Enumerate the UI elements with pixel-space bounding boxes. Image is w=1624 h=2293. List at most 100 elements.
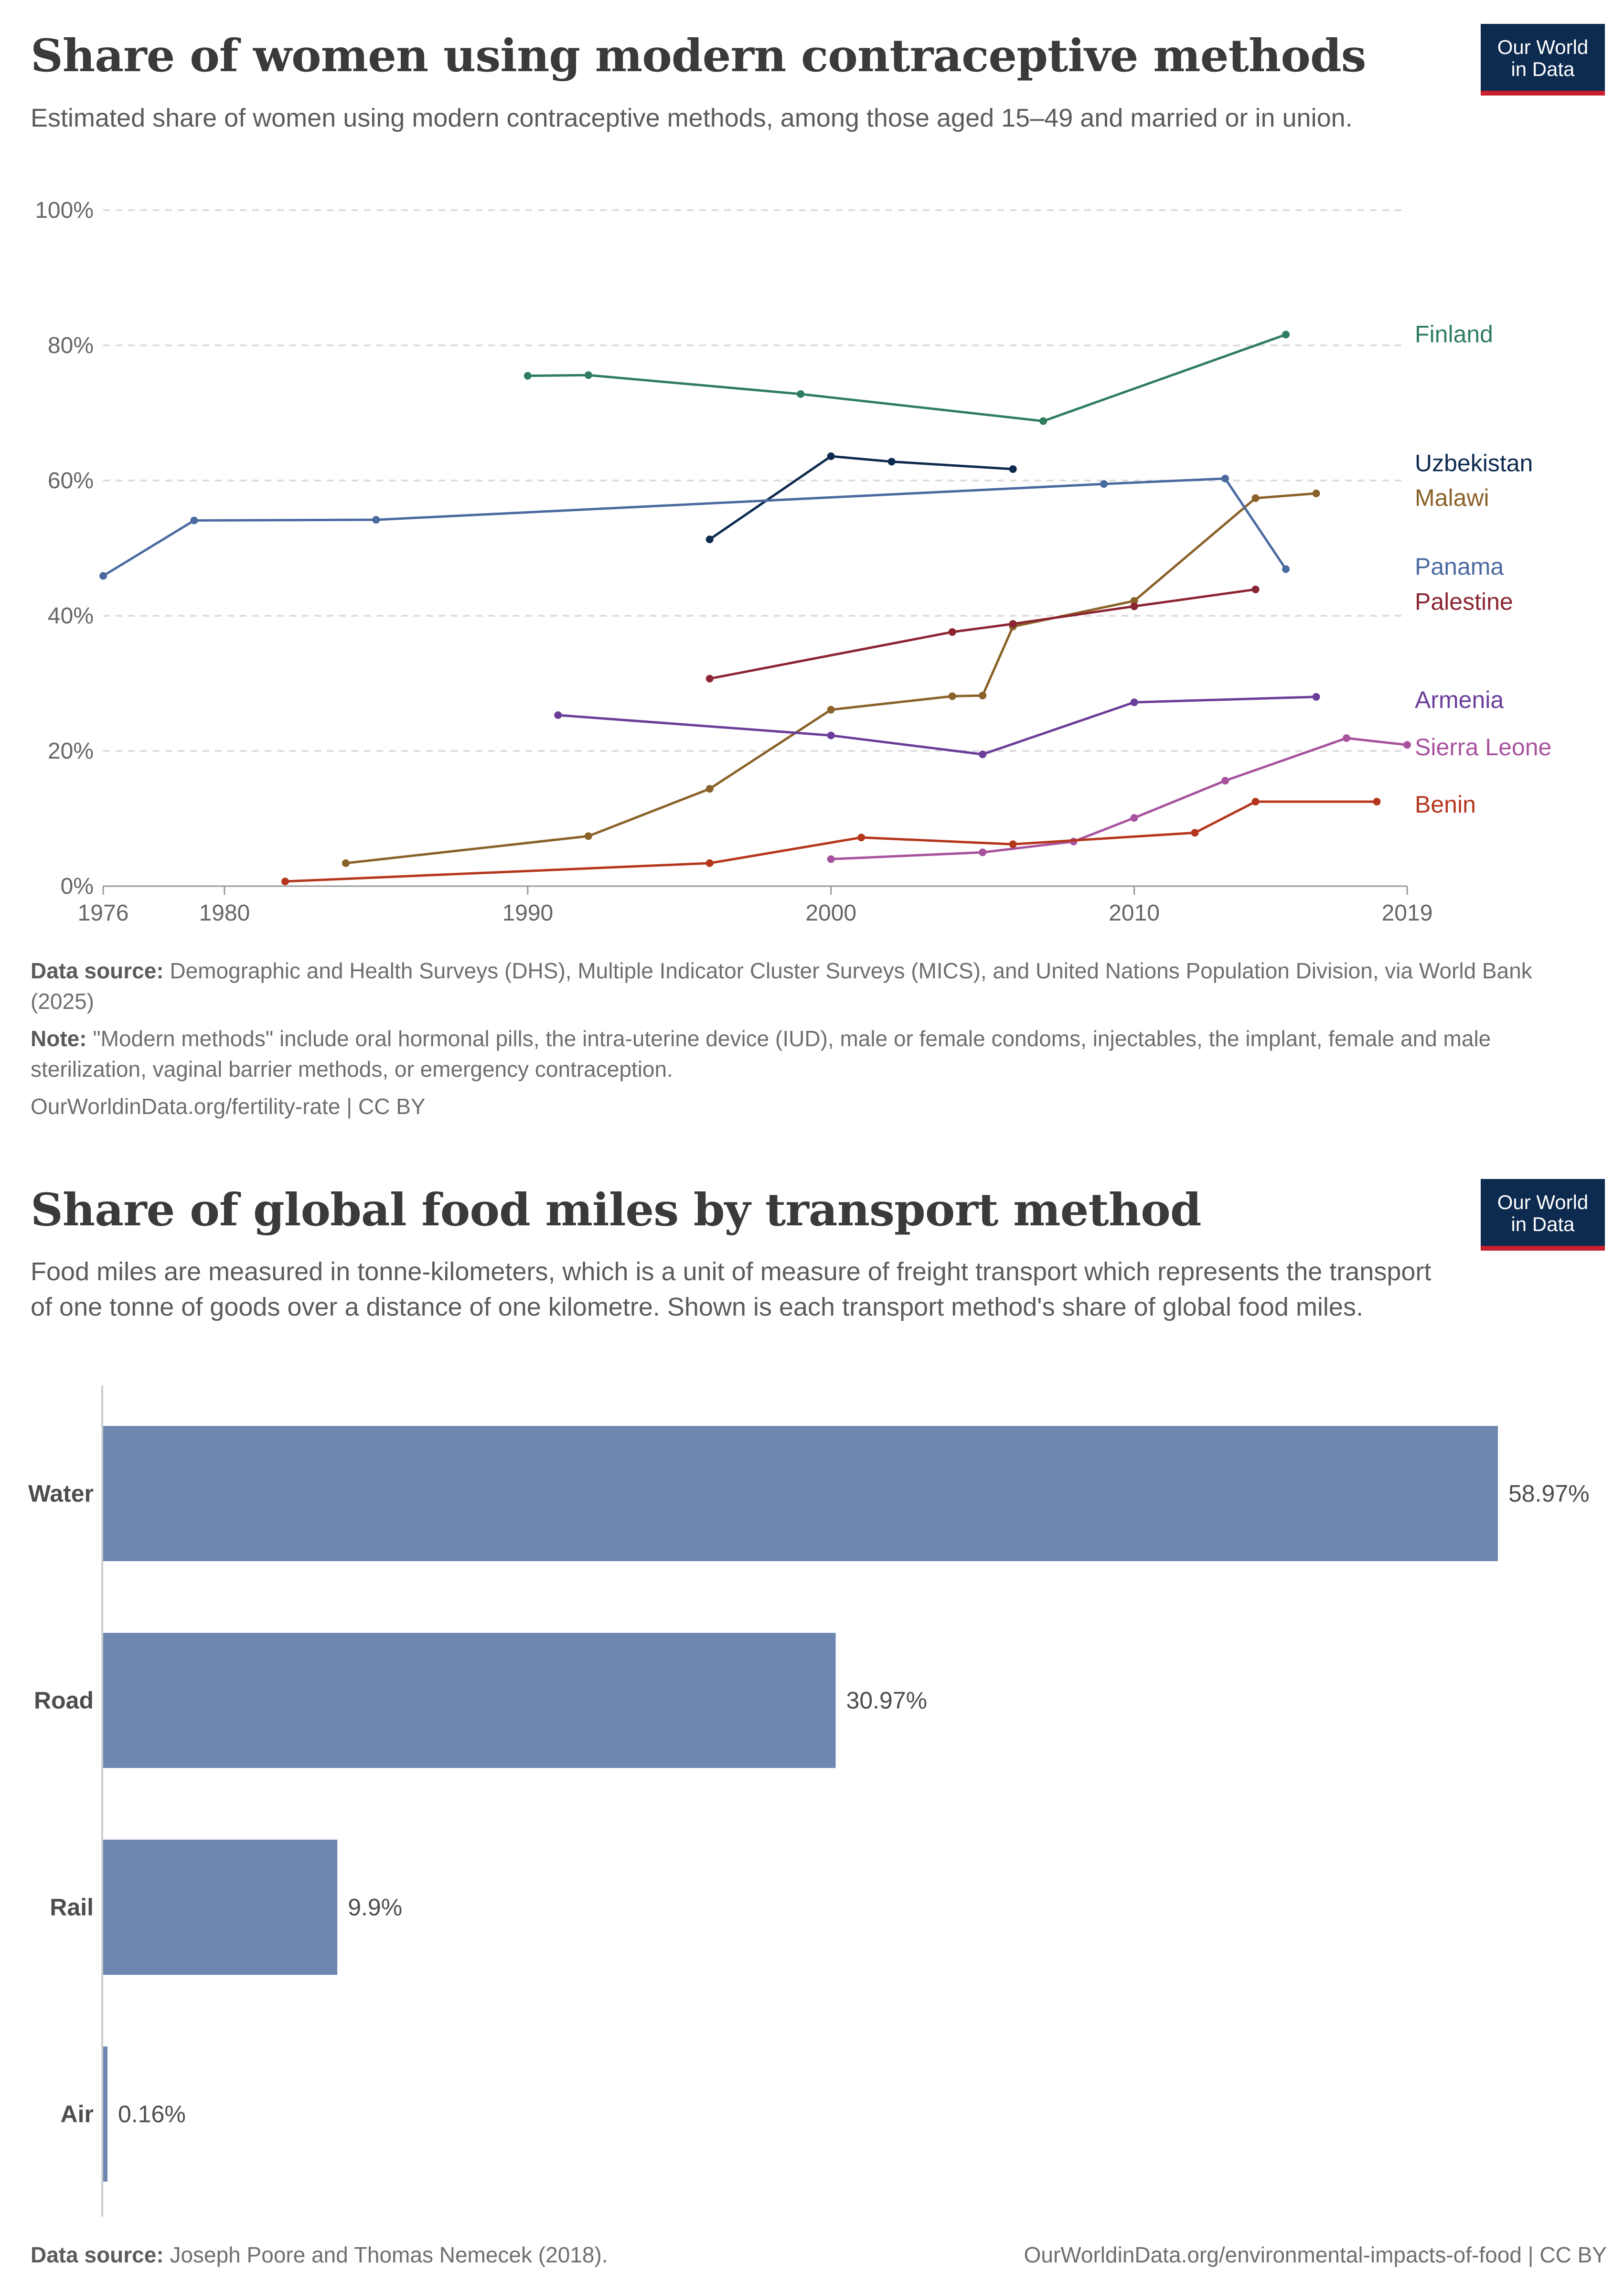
data-point-finland (524, 372, 532, 380)
chart2-subtitle: Food miles are measured in tonne-kilomet… (31, 1257, 1432, 1321)
chart1-title: Share of women using modern contraceptiv… (31, 30, 1367, 82)
data-point-malawi (342, 859, 350, 867)
data-point-armenia (979, 750, 987, 759)
data-point-benin (1251, 798, 1260, 806)
series-label-malawi: Malawi (1415, 484, 1489, 511)
data-point-armenia (554, 711, 562, 719)
series-label-uzbekistan: Uzbekistan (1415, 450, 1533, 477)
chart1-subtitle: Estimated share of women using modern co… (31, 104, 1353, 132)
data-point-uzbekistan (1009, 465, 1017, 473)
bar-air (103, 2047, 107, 2182)
owid-logo-2[interactable]: Our World in Data (1481, 1179, 1605, 1251)
data-point-panama (372, 516, 380, 524)
logo-line1: Our World (1497, 1191, 1589, 1213)
data-point-uzbekistan (887, 458, 896, 466)
bar-rail (103, 1840, 338, 1975)
chart1-source-label: Data source: (31, 958, 164, 983)
chart1-url[interactable]: OurWorldinData.org/fertility-rate | CC B… (31, 1094, 426, 1119)
y-tick-label: 80% (48, 333, 94, 358)
data-point-armenia (1312, 693, 1320, 701)
data-point-malawi (948, 692, 956, 700)
data-point-malawi (705, 785, 714, 793)
x-tick-label: 1980 (199, 900, 250, 926)
data-point-malawi (979, 691, 987, 699)
y-tick-label: 60% (48, 468, 94, 493)
x-tick-label: 2010 (1109, 900, 1160, 926)
chart1-note-text: "Modern methods" include oral hormonal p… (31, 1026, 1491, 1082)
chart2-source: Data source: Joseph Poore and Thomas Nem… (31, 2239, 608, 2270)
x-tick-label: 1990 (502, 900, 553, 926)
category-label-rail: Rail (50, 1894, 94, 1921)
data-point-malawi (1130, 597, 1138, 605)
value-label-air: 0.16% (118, 2101, 186, 2128)
category-label-water: Water (28, 1480, 94, 1507)
bar-chart: Water 58.97% Road 30.97% Rail 9.9% Air 0.16% (28, 1385, 1590, 2217)
owid-logo[interactable]: Our World in Data (1481, 24, 1605, 96)
data-point-benin (1191, 829, 1199, 837)
data-point-palestine (1009, 620, 1017, 628)
data-point-panama (1221, 474, 1229, 482)
data-point-benin (281, 878, 289, 886)
value-label-rail: 9.9% (348, 1894, 402, 1921)
series-line-uzbekistan (709, 455, 1013, 541)
data-point-palestine (1251, 585, 1260, 593)
data-point-finland (584, 371, 592, 379)
chart1-note: Note: "Modern methods" include oral horm… (31, 1023, 1583, 1084)
logo-line2: in Data (1511, 58, 1575, 80)
data-point-sierra-leone (827, 855, 835, 863)
series-label-finland: Finland (1415, 321, 1493, 347)
y-tick-label: 100% (35, 198, 94, 223)
data-point-finland (797, 390, 805, 398)
x-tick-label: 2019 (1382, 900, 1433, 926)
data-point-malawi (1312, 489, 1320, 497)
data-point-malawi (584, 832, 592, 840)
data-point-palestine (705, 675, 714, 683)
data-point-benin (1373, 798, 1381, 806)
category-label-road: Road (34, 1687, 94, 1714)
bar-road (103, 1633, 836, 1768)
value-label-water: 58.97% (1508, 1480, 1590, 1507)
data-point-sierra-leone (979, 848, 987, 857)
logo-line1: Our World (1497, 36, 1589, 58)
data-point-uzbekistan (705, 536, 714, 544)
data-point-benin (705, 859, 714, 867)
chart2-source-text: Joseph Poore and Thomas Nemecek (2018). (170, 2242, 608, 2267)
x-tick-label: 2000 (805, 900, 856, 926)
data-point-malawi (1251, 494, 1260, 502)
data-point-sierra-leone (1403, 741, 1411, 749)
series-label-armenia: Armenia (1415, 686, 1504, 713)
series-line-palestine (709, 588, 1256, 680)
data-point-uzbekistan (827, 452, 835, 461)
x-tick-label: 1976 (78, 900, 129, 926)
data-point-malawi (827, 706, 835, 714)
data-point-finland (1039, 417, 1047, 425)
value-label-road: 30.97% (846, 1687, 928, 1714)
data-point-panama (1100, 480, 1108, 488)
data-point-palestine (1130, 602, 1138, 611)
logo-line2: in Data (1511, 1213, 1575, 1235)
series-line-benin (285, 800, 1377, 883)
series-label-benin: Benin (1415, 791, 1476, 818)
data-point-armenia (827, 731, 835, 739)
series-line-armenia (558, 696, 1316, 756)
chart2-url[interactable]: OurWorldinData.org/environmental-impacts… (1024, 2242, 1607, 2267)
series-line-finland (527, 333, 1286, 422)
chart2-source-label: Data source: (31, 2242, 164, 2267)
chart1-source: Data source: Demographic and Health Surv… (31, 955, 1583, 1017)
data-point-benin (1009, 840, 1017, 848)
data-point-panama (190, 516, 198, 525)
data-point-benin (857, 834, 865, 842)
y-tick-label: 20% (48, 739, 94, 764)
data-point-palestine (948, 628, 956, 636)
series-label-palestine: Palestine (1415, 589, 1513, 615)
data-point-finland (1282, 331, 1290, 339)
series-line-panama (102, 477, 1287, 577)
series-label-sierra-leone: Sierra Leone (1415, 734, 1551, 761)
series-line-malawi (345, 492, 1316, 865)
data-point-panama (1282, 565, 1290, 573)
data-point-sierra-leone (1221, 777, 1229, 785)
y-tick-label: 40% (48, 603, 94, 629)
data-point-sierra-leone (1130, 814, 1138, 822)
category-label-air: Air (61, 2101, 94, 2128)
y-tick-label: 0% (61, 874, 94, 899)
